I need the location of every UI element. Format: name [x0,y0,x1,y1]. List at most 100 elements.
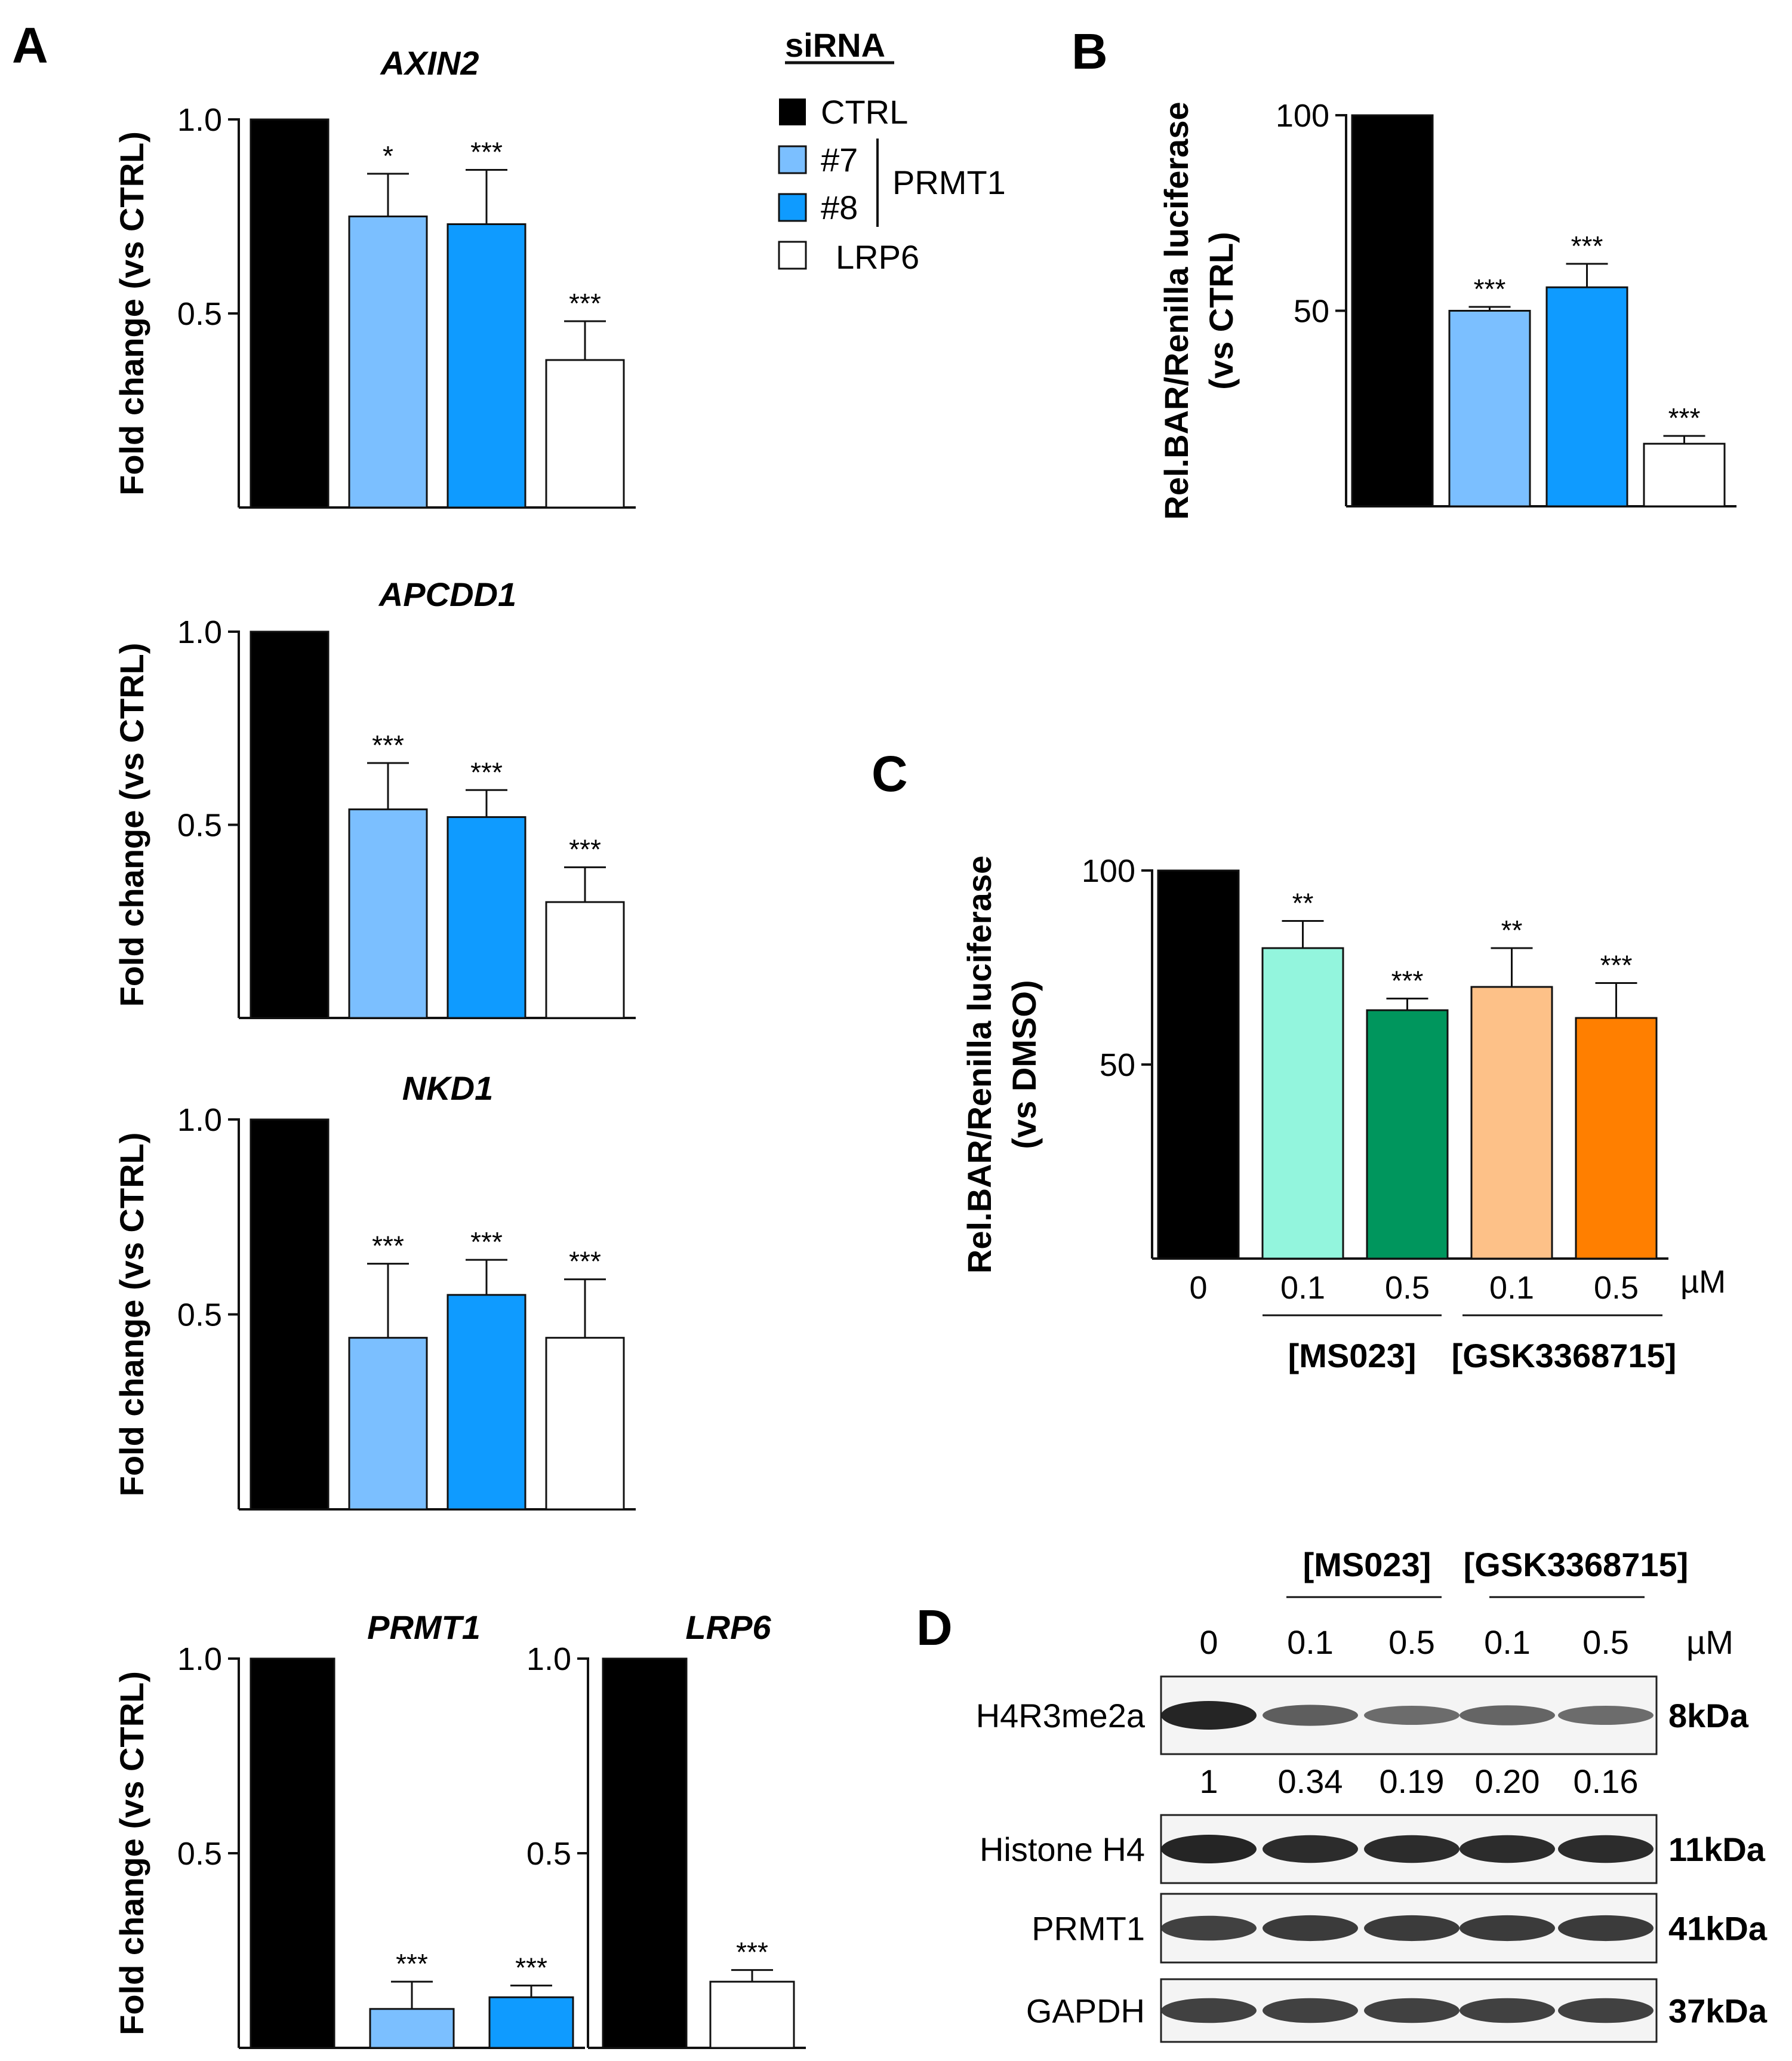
significance-mark: *** [470,137,503,168]
blot-band [1460,1705,1555,1725]
significance-mark: ** [1501,915,1523,946]
legend-title: siRNA [785,26,885,64]
x-unit-label: µM [1680,1264,1726,1300]
y-axis-label: Fold change (vs CTRL) [113,1133,150,1497]
blot-quantification: 0.34 [1278,1762,1343,1800]
blot-band [1558,1915,1654,1942]
blot-lane-label: 0.1 [1287,1623,1334,1661]
y-tick-label: 50 [1100,1047,1135,1083]
x-tick-label: 0.1 [1280,1270,1325,1306]
significance-mark: *** [1391,965,1424,996]
y-axis-label: Fold change (vs CTRL) [113,643,150,1007]
blot-band [1263,1835,1358,1863]
chart-title: PRMT1 [367,1608,481,1646]
panel-label-c: C [872,746,908,802]
blot-group-ms023: [MS023] [1303,1546,1431,1583]
chart-luciferase-inhibitors: 50 100 Rel.BAR/Renilla luciferase (vs DMSO)… [960,853,1726,1374]
panel-label-d: D [916,1599,953,1656]
legend-swatch-lrp6 [778,241,807,270]
legend-group-label: PRMT1 [892,164,1006,201]
y-tick-label: 0.5 [177,1836,222,1872]
bar [250,118,330,509]
blot-row-label: PRMT1 [1032,1910,1145,1948]
y-axis-label: Rel.BAR/Renilla luciferase [960,856,998,1273]
bar [250,1118,330,1511]
blot-size-label: 8kDa [1668,1697,1749,1734]
blot-size-label: 41kDa [1668,1910,1768,1948]
legend-label-ctrl: CTRL [821,93,908,131]
y-tick-label: 0.5 [177,1297,222,1333]
blot-size-label: 11kDa [1668,1831,1766,1868]
bar [1575,1017,1658,1260]
significance-mark: *** [372,730,404,761]
panel-label-a: A [12,17,48,73]
legend-swatch-8 [778,193,807,222]
blot-band [1161,1915,1257,1941]
blot-band [1263,1705,1358,1726]
significance-mark: *** [1600,950,1633,981]
group-label-ms023: [MS023] [1288,1337,1417,1374]
y-tick-label: 1.0 [177,102,222,138]
bar [1366,1009,1449,1260]
significance-mark: *** [1571,230,1603,262]
y-tick-label: 1.0 [177,1102,222,1138]
y-tick-label: 100 [1276,98,1329,134]
bar [488,1996,574,2049]
legend-swatch-ctrl [779,99,806,125]
blot-band [1364,1915,1460,1942]
blot-row-label: H4R3me2a [976,1697,1146,1734]
blot-band [1460,1998,1555,2023]
y-axis-label-sub: (vs DMSO) [1005,980,1043,1149]
blot-band [1263,1915,1358,1942]
bar [369,2008,455,2049]
y-tick-label: 100 [1082,853,1135,889]
significance-mark: *** [1474,273,1506,304]
blot-quantification: 0.19 [1380,1762,1445,1800]
blot-quantification: 0.20 [1475,1762,1540,1800]
x-tick-label: 0.5 [1594,1270,1639,1306]
y-axis-label: Fold change (vs CTRL) [113,131,150,496]
y-tick-label: 0.5 [177,808,222,844]
blot-band [1558,1706,1654,1725]
bar [447,223,526,509]
bar [348,216,428,509]
chart-apcdd1: 0.5 1.0 APCDD1 Fold change (vs CTRL) *** *** *… [113,576,636,1019]
bar [1448,310,1531,507]
chart-title: NKD1 [402,1069,493,1107]
blot-lane-label: 0.5 [1582,1623,1629,1661]
legend: siRNA CTRL #7 #8 PRMT1 LRP6 [778,26,1006,276]
significance-mark: *** [396,1948,428,1979]
bar [545,1337,625,1511]
bar [348,1337,428,1511]
blot-band [1364,1835,1460,1863]
legend-label-8: #8 [821,189,858,226]
chart-title: LRP6 [685,1608,771,1646]
bar [545,901,625,1019]
blot-band [1161,1998,1257,2023]
legend-label-lrp6: LRP6 [836,238,919,276]
blot-band [1558,1998,1654,2023]
significance-mark: *** [372,1231,404,1262]
blot-quantification: 1 [1199,1762,1218,1800]
y-tick-label: 1.0 [177,1641,222,1677]
blot-band [1263,1998,1358,2023]
bar [1643,442,1726,507]
blot-unit-label: µM [1686,1623,1734,1661]
chart-title: AXIN2 [380,44,479,82]
blot-band [1364,1998,1460,2023]
chart-title: APCDD1 [378,576,516,613]
y-tick-label: 1.0 [526,1641,571,1677]
y-tick-label: 0.5 [177,296,222,332]
significance-mark: * [383,140,393,171]
bar [250,630,330,1019]
chart-nkd1: 0.5 1.0 NKD1 Fold change (vs CTRL) *** *** *** [113,1069,636,1511]
group-label-gsk: [GSK3368715] [1452,1337,1677,1374]
bar [1157,869,1240,1260]
y-tick-label: 50 [1294,294,1329,330]
blot-lane-label: 0.1 [1484,1623,1531,1661]
blot-group-gsk: [GSK3368715] [1464,1546,1689,1583]
significance-mark: *** [736,1937,768,1968]
blot-row-label: GAPDH [1026,1992,1145,2030]
